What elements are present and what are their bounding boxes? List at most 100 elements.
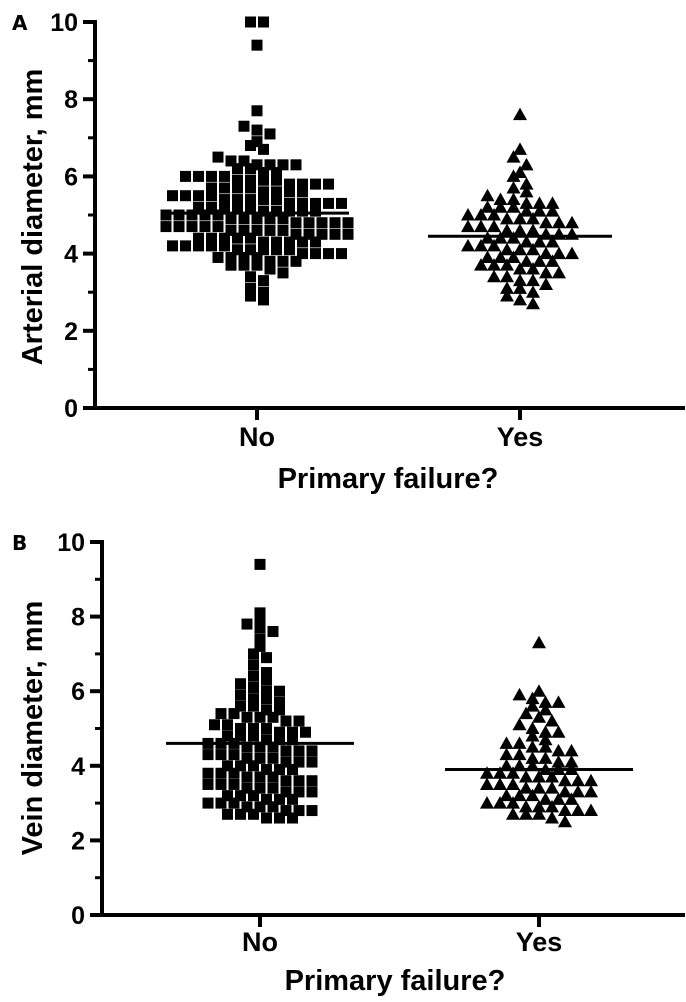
data-point-square — [251, 251, 263, 263]
data-point-square — [323, 197, 334, 209]
data-point-square — [232, 174, 243, 186]
data-point-square — [303, 217, 315, 229]
data-point-square — [186, 221, 198, 233]
data-point-square — [261, 734, 272, 746]
data-point-square — [284, 236, 295, 248]
data-point-square — [212, 209, 224, 221]
data-point-triangle — [513, 142, 527, 155]
data-point-square — [251, 159, 263, 171]
data-point-square — [248, 681, 259, 693]
data-point-triangle — [551, 695, 566, 708]
data-point-triangle — [545, 196, 560, 209]
data-point-square — [245, 140, 256, 152]
y-axis-title: Vein diameter, mm — [17, 601, 49, 856]
data-point-square — [212, 251, 224, 263]
data-point-square — [271, 194, 282, 206]
data-point-square — [199, 209, 211, 221]
data-point-square — [258, 244, 269, 256]
data-point-square — [287, 812, 298, 824]
data-point-square — [248, 808, 259, 820]
data-point-square — [258, 143, 269, 155]
data-point-triangle — [513, 262, 527, 275]
data-point-square — [199, 221, 211, 233]
data-point-triangle — [526, 242, 540, 256]
data-point-square — [277, 267, 289, 279]
data-point-square — [173, 221, 185, 233]
data-point-triangle — [551, 743, 566, 757]
data-point-square — [267, 626, 279, 638]
data-point-triangle — [584, 784, 598, 798]
data-point-square — [254, 622, 266, 634]
data-point-triangle — [551, 755, 566, 768]
data-point-triangle — [526, 273, 540, 287]
data-point-square — [245, 163, 256, 175]
data-point-square — [267, 801, 279, 813]
x-tick-label: No — [239, 422, 275, 452]
data-point-square — [329, 217, 341, 229]
data-point-square — [222, 730, 233, 742]
data-point-square — [248, 723, 259, 734]
data-point-triangle — [493, 796, 507, 809]
data-point-square — [167, 190, 178, 202]
data-point-square — [202, 778, 214, 790]
data-point-triangle — [474, 258, 488, 271]
mean-lines — [165, 211, 612, 238]
data-point-square — [254, 741, 266, 753]
data-point-triangle — [512, 687, 527, 701]
data-point-square — [274, 734, 285, 746]
data-point-triangle — [552, 246, 566, 260]
data-point-triangle — [538, 751, 553, 764]
data-point-square — [261, 812, 272, 824]
data-point-square — [264, 159, 276, 171]
data-point-square — [284, 197, 295, 209]
data-point-square — [245, 244, 256, 256]
data-point-square — [241, 782, 253, 794]
data-point-triangle — [538, 695, 553, 708]
data-point-square — [342, 228, 354, 240]
data-point-square — [277, 213, 289, 225]
data-point-triangle — [506, 807, 520, 820]
data-point-square — [212, 221, 224, 233]
data-point-square — [274, 764, 285, 776]
data-point-triangle — [487, 258, 501, 271]
data-point-square — [193, 190, 204, 202]
data-point-square — [238, 213, 250, 225]
data-point-triangle — [526, 285, 540, 298]
data-point-triangle — [480, 796, 494, 809]
data-point-square — [306, 756, 318, 768]
data-point-triangle — [526, 211, 540, 225]
data-point-triangle — [526, 296, 540, 310]
data-point-square — [316, 217, 328, 229]
data-point-square — [258, 194, 269, 206]
y-axis: 0 2 4 6 8 10 — [57, 529, 685, 930]
data-point-square — [290, 159, 302, 171]
data-point-triangle — [551, 725, 566, 738]
data-point-square — [280, 745, 292, 757]
data-point-square — [274, 793, 285, 805]
data-point-square — [180, 170, 191, 182]
data-point-square — [232, 194, 243, 206]
data-point-square — [225, 155, 237, 167]
data-point-square — [245, 290, 256, 302]
data-point-square — [277, 159, 289, 171]
data-point-triangle — [480, 766, 494, 779]
data-point-square — [280, 786, 292, 798]
data-point-square — [329, 228, 341, 240]
data-point-triangle — [538, 732, 553, 746]
x-tick-label: Yes — [497, 422, 544, 452]
y-tick-label: 8 — [64, 86, 78, 114]
data-point-square — [167, 240, 178, 252]
data-point-triangle — [552, 265, 566, 279]
data-point-square — [248, 700, 259, 712]
data-point-square — [235, 723, 246, 734]
data-point-triangle — [500, 223, 514, 236]
data-point-triangle — [512, 736, 527, 749]
data-point-square — [271, 167, 282, 179]
data-point-square — [254, 633, 266, 645]
y-axis-title: Arterial diameter, mm — [17, 69, 49, 366]
data-point-square — [241, 618, 253, 630]
data-point-triangle — [558, 803, 572, 817]
data-point-square — [202, 749, 214, 761]
data-point-square — [186, 209, 198, 221]
data-point-triangle — [506, 766, 520, 779]
